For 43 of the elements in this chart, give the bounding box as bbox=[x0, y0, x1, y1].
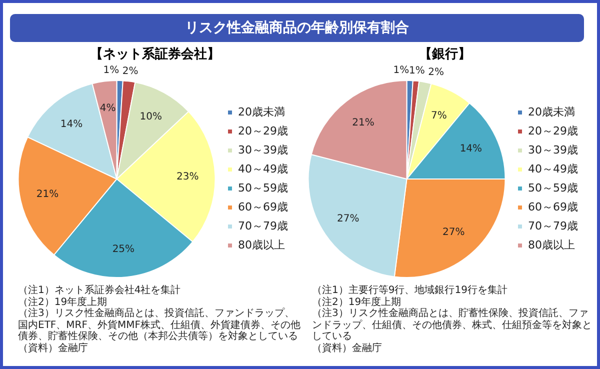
legend-label: 60～69歳 bbox=[238, 200, 288, 214]
legend-label: 40～49歳 bbox=[238, 162, 288, 176]
legend-label: 80歳以上 bbox=[238, 238, 286, 252]
chart-title: 【銀行】 bbox=[418, 46, 472, 64]
legend-label: 50～59歳 bbox=[528, 181, 578, 194]
text: （注2）19年度上期 bbox=[18, 296, 108, 308]
data-label: 25% bbox=[112, 244, 135, 256]
text: （資料）金融庁 bbox=[18, 342, 89, 355]
data-label: 1% bbox=[393, 65, 410, 76]
legend-label: 20歳未満 bbox=[528, 105, 576, 118]
legend-label: 70～79歳 bbox=[238, 219, 288, 232]
chart-subtitle: 【ネット系証券会社】 bbox=[89, 46, 221, 64]
data-label: 1% bbox=[103, 65, 120, 76]
data-label: 27% bbox=[336, 213, 360, 224]
data-label: 10% bbox=[140, 111, 162, 122]
data-label: 21% bbox=[36, 189, 59, 200]
text: （資料）金融庁 bbox=[312, 342, 383, 355]
data-label: 23% bbox=[176, 171, 199, 182]
data-label: 2% bbox=[122, 66, 138, 77]
text: （注3）リスク性金融商品とは、投資信託、ファンドラップ、国内ETF、MRF、外貨MMF株式、仕組債、外貨建債券、その他債券、貯蓄性保険、その他（本邦公共債等）を対象としている bbox=[18, 308, 302, 342]
legend-label: 40～49歳 bbox=[528, 162, 578, 176]
text: （注1）ネット系証券会社4社を集計 bbox=[18, 285, 182, 296]
legend-label: 60～69歳 bbox=[528, 200, 578, 214]
legend-label: 20～29歳 bbox=[528, 124, 578, 138]
legend-label: 20～29歳 bbox=[238, 124, 288, 138]
data-label: 14% bbox=[60, 118, 83, 130]
data-label: 4% bbox=[100, 103, 116, 114]
text: （注2）19年度上期 bbox=[312, 296, 402, 308]
chart-title: リスク性金融商品の年齢別保有割合 bbox=[10, 14, 584, 42]
data-label: 2% bbox=[428, 67, 444, 78]
legend-label: 20歳未満 bbox=[238, 105, 286, 118]
data-label: 1% bbox=[409, 66, 425, 77]
data-label: 21% bbox=[352, 118, 374, 129]
legend-label: 70～79歳 bbox=[528, 219, 578, 232]
text: （注1）主要行等9行、地域銀行19行を集計 bbox=[312, 285, 508, 296]
text: （注3）リスク性金融商品とは、貯蓄性保険、投資信託、ファンドラップ、仕組債、その他債券、株式、仕組預金等を対象としている bbox=[312, 308, 593, 342]
legend-label: 30～39歳 bbox=[528, 143, 578, 156]
legend-label: 80歳以上 bbox=[528, 238, 576, 252]
data-label: 27% bbox=[442, 226, 465, 238]
legend-label: 50～59歳 bbox=[238, 181, 288, 194]
data-label: 7% bbox=[431, 110, 447, 122]
data-label: 14% bbox=[460, 143, 482, 154]
legend-label: 30～39歳 bbox=[238, 143, 288, 156]
